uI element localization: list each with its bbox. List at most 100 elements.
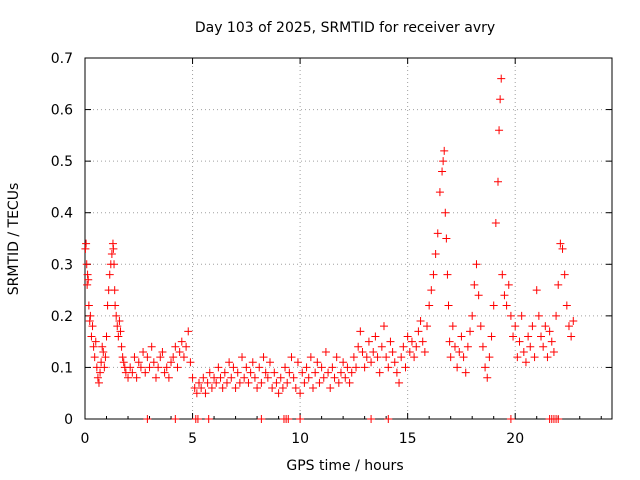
data-point bbox=[238, 353, 247, 362]
data-point bbox=[440, 146, 449, 155]
data-point bbox=[446, 353, 455, 362]
data-point bbox=[311, 368, 320, 377]
data-point bbox=[265, 358, 274, 367]
data-point bbox=[497, 74, 506, 83]
x-tick-label: 15 bbox=[399, 431, 417, 447]
data-point bbox=[367, 358, 376, 367]
data-point bbox=[403, 332, 412, 341]
data-point bbox=[377, 342, 386, 351]
data-point bbox=[356, 327, 365, 336]
data-point bbox=[84, 301, 93, 310]
data-point bbox=[558, 244, 567, 253]
data-point bbox=[193, 415, 202, 423]
data-point bbox=[195, 378, 204, 387]
data-point bbox=[99, 347, 108, 356]
data-point bbox=[284, 415, 293, 423]
data-point bbox=[429, 270, 438, 279]
data-point bbox=[225, 358, 234, 367]
data-point bbox=[112, 311, 121, 320]
data-point bbox=[564, 322, 573, 331]
data-point bbox=[450, 342, 459, 351]
data-point bbox=[89, 342, 98, 351]
data-point bbox=[143, 353, 152, 362]
data-point bbox=[261, 368, 270, 377]
data-point bbox=[103, 301, 112, 310]
data-point bbox=[334, 378, 343, 387]
plot-frame bbox=[84, 57, 613, 420]
data-point bbox=[197, 384, 206, 393]
data-point bbox=[438, 167, 447, 176]
data-point bbox=[160, 368, 169, 377]
data-point bbox=[569, 317, 578, 326]
data-point bbox=[457, 332, 466, 341]
data-point bbox=[392, 368, 401, 377]
data-point bbox=[115, 317, 124, 326]
data-point bbox=[309, 384, 318, 393]
data-point bbox=[435, 188, 444, 197]
data-point bbox=[521, 358, 530, 367]
y-tick-label: 0.6 bbox=[51, 103, 73, 119]
data-point bbox=[315, 378, 324, 387]
data-point bbox=[543, 353, 552, 362]
data-point bbox=[547, 337, 556, 346]
data-point bbox=[317, 363, 326, 372]
data-point bbox=[560, 270, 569, 279]
data-point bbox=[114, 332, 123, 341]
data-point bbox=[443, 270, 452, 279]
axis-ticks: 0 5 10 15 20 0 0.1 0.2 0.3 0.4 0.5 0.6 0.7 bbox=[51, 51, 612, 447]
data-point bbox=[345, 378, 354, 387]
data-point bbox=[519, 347, 528, 356]
data-point bbox=[97, 358, 106, 367]
data-point bbox=[302, 363, 311, 372]
data-point bbox=[90, 353, 99, 362]
data-point bbox=[158, 347, 167, 356]
data-point bbox=[201, 389, 210, 398]
data-point bbox=[496, 95, 505, 104]
data-point bbox=[192, 389, 201, 398]
data-point bbox=[91, 337, 100, 346]
data-point bbox=[248, 358, 257, 367]
data-point bbox=[171, 415, 180, 423]
data-point bbox=[481, 363, 490, 372]
data-point bbox=[212, 378, 221, 387]
data-point bbox=[220, 368, 229, 377]
data-point bbox=[485, 353, 494, 362]
data-point bbox=[134, 358, 143, 367]
data-point bbox=[113, 322, 122, 331]
data-point bbox=[111, 301, 120, 310]
data-point bbox=[84, 275, 93, 284]
data-point bbox=[537, 332, 546, 341]
data-point bbox=[272, 378, 281, 387]
data-point bbox=[427, 286, 436, 295]
data-point bbox=[442, 234, 451, 243]
data-point bbox=[478, 342, 487, 351]
data-point bbox=[281, 363, 290, 372]
data-point bbox=[274, 389, 283, 398]
data-point bbox=[502, 301, 511, 310]
data-point bbox=[532, 286, 541, 295]
grid-lines bbox=[85, 58, 612, 419]
data-point bbox=[362, 353, 371, 362]
data-point bbox=[466, 327, 475, 336]
data-point bbox=[556, 239, 565, 248]
data-point bbox=[162, 363, 171, 372]
data-point bbox=[231, 384, 240, 393]
data-point bbox=[98, 342, 107, 351]
data-point bbox=[287, 353, 296, 362]
data-point bbox=[205, 368, 214, 377]
x-tick-label: 20 bbox=[506, 431, 524, 447]
data-point bbox=[87, 332, 96, 341]
data-point bbox=[118, 353, 127, 362]
data-point bbox=[554, 415, 563, 423]
data-point bbox=[453, 363, 462, 372]
data-point bbox=[291, 384, 300, 393]
data-point bbox=[539, 342, 548, 351]
data-point bbox=[173, 363, 182, 372]
data-point bbox=[109, 244, 118, 253]
data-point bbox=[347, 368, 356, 377]
data-point bbox=[500, 291, 509, 300]
data-point bbox=[526, 342, 535, 351]
data-point bbox=[199, 373, 208, 382]
data-point bbox=[463, 342, 472, 351]
data-point bbox=[167, 358, 176, 367]
